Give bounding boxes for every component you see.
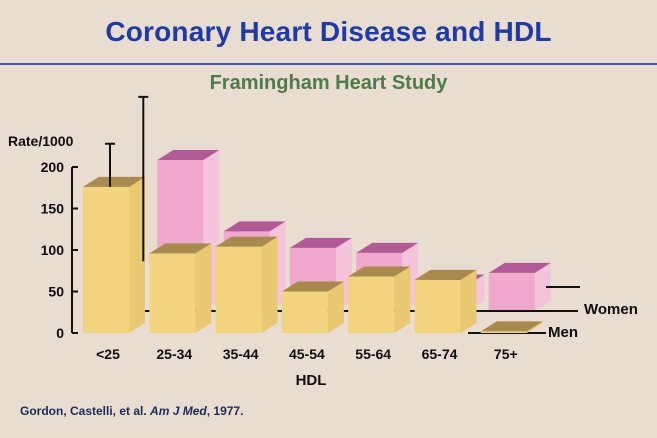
x-category-label-3: 45-54: [289, 346, 325, 362]
men-bar-4: [348, 266, 411, 333]
x-axis-label: HDL: [296, 372, 327, 389]
men-bar-3-side: [327, 281, 344, 333]
women-bar-6: [488, 262, 551, 311]
x-category-label-4: 55-64: [355, 346, 391, 362]
title-divider: [0, 63, 657, 65]
men-bar-5-top: [414, 269, 477, 280]
men-bar-5-side: [460, 269, 477, 333]
men-bar-2-front: [215, 246, 262, 333]
legend-men: Men: [548, 324, 578, 341]
men-bar-4-side: [394, 266, 411, 333]
y-tick-label-100: 100: [41, 242, 65, 258]
y-tick-label-150: 150: [41, 201, 65, 217]
men-bar-4-top: [348, 266, 411, 277]
men-bar-2-top: [215, 236, 278, 247]
error-bar-0: [105, 142, 115, 187]
y-axis-label: Rate/1000: [8, 133, 74, 149]
women-bar-1-top: [157, 149, 220, 160]
men-bar-2-side: [261, 236, 278, 333]
men-bar-3-top: [281, 281, 344, 292]
women-bar-6-front: [488, 272, 535, 311]
men-bar-0-side: [129, 176, 145, 333]
men-bar-1-top: [149, 243, 212, 254]
y-tick-label-0: 0: [56, 325, 64, 341]
men-bar-3-front: [281, 291, 328, 333]
x-category-label-0: <25: [96, 346, 120, 362]
legend-women: Women: [584, 301, 638, 318]
men-bar-6-side: [526, 321, 543, 333]
women-bar-6-side: [534, 262, 551, 311]
x-category-label-1: 25-34: [156, 346, 192, 362]
men-bar-6: [480, 321, 543, 333]
chart-title: Coronary Heart Disease and HDL: [105, 16, 552, 47]
men-bar-1-front: [149, 253, 196, 333]
men-bar-1: [149, 243, 212, 333]
chart-subtitle: Framingham Heart Study: [209, 72, 448, 94]
women-bar-2-top: [223, 221, 286, 232]
men-bar-0-top: [83, 176, 145, 187]
error-bar-1: [138, 95, 149, 262]
citation: Gordon, Castelli, et al. Am J Med, 1977.: [20, 404, 243, 418]
men-bar-6-front: [480, 331, 527, 333]
men-bar-0: [83, 176, 145, 333]
men-bar-4-front: [348, 276, 395, 333]
women-bar-3-top: [289, 237, 352, 248]
men-series: [83, 95, 543, 333]
y-axis: 0 50 100 150 200: [41, 159, 78, 341]
men-bar-5: [414, 269, 477, 333]
citation-year: , 1977.: [206, 404, 244, 418]
men-bar-6-top: [480, 321, 543, 332]
chart-labels: Rate/1000 <25 25-34 35-44 45-54 55-64 65-74 75+…: [8, 133, 638, 389]
men-bar-0-front: [83, 186, 129, 333]
men-bar-2: [215, 236, 278, 333]
men-bar-3: [281, 281, 344, 333]
women-bar-6-top: [488, 262, 551, 273]
y-tick-label-50: 50: [48, 284, 64, 300]
women-bar-4-top: [356, 242, 419, 253]
citation-authors: Gordon, Castelli, et al.: [20, 404, 147, 418]
men-bar-5-front: [414, 279, 461, 333]
men-bar-1-side: [195, 243, 212, 333]
y-tick-label-200: 200: [41, 159, 65, 175]
citation-journal: Am J Med: [150, 404, 207, 418]
x-category-label-5: 65-74: [422, 346, 458, 362]
x-category-label-2: 35-44: [223, 346, 259, 362]
x-category-label-6: 75+: [494, 346, 518, 362]
